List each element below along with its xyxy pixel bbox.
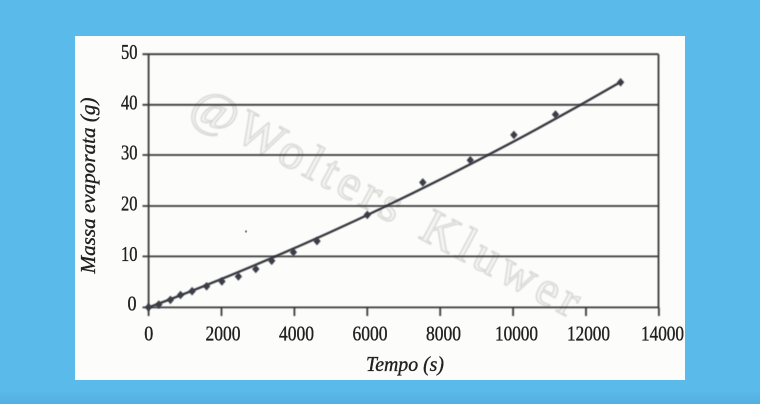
svg-text:Tempo (s): Tempo (s): [366, 352, 444, 376]
svg-text:0: 0: [144, 322, 153, 346]
svg-text:2000: 2000: [206, 322, 241, 346]
svg-text:4000: 4000: [279, 322, 314, 346]
svg-text:40: 40: [121, 90, 138, 114]
svg-text:6000: 6000: [353, 322, 388, 346]
svg-text:12000: 12000: [567, 322, 610, 346]
svg-text:50: 50: [121, 40, 138, 64]
svg-text:20: 20: [121, 192, 138, 216]
svg-text:10: 10: [121, 242, 138, 266]
svg-text:10000: 10000: [495, 322, 538, 346]
svg-text:Massa evaporata (g): Massa evaporata (g): [76, 98, 100, 275]
svg-text:8000: 8000: [426, 322, 461, 346]
svg-text:0: 0: [128, 292, 137, 316]
svg-text:30: 30: [121, 141, 138, 165]
svg-text:14000: 14000: [641, 322, 684, 346]
